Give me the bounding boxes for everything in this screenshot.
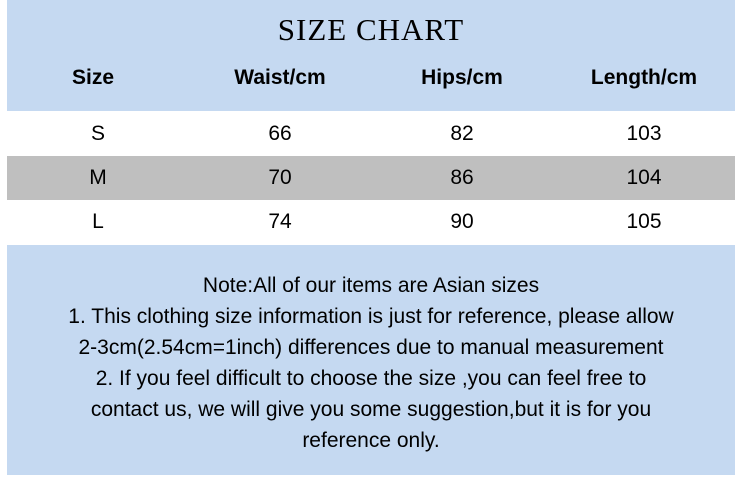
cell-size: S xyxy=(90,122,105,145)
cell-waist: 70 xyxy=(268,166,292,189)
note-line: contact us, we will give you some sugges… xyxy=(90,398,652,421)
note-line: 2-3cm(2.54cm=1inch) differences due to m… xyxy=(78,336,664,359)
cell-size: L xyxy=(92,210,104,233)
chart-header: SIZE CHART Size Waist/cm Hips/cm Length/… xyxy=(7,0,735,111)
cell-length: 105 xyxy=(626,210,662,233)
cell-waist: 74 xyxy=(268,210,292,233)
note-line: Note:All of our items are Asian sizes xyxy=(202,274,540,297)
header-hips: Hips/cm xyxy=(421,66,503,89)
size-chart: SIZE CHART Size Waist/cm Hips/cm Length/… xyxy=(7,0,735,475)
chart-title: SIZE CHART xyxy=(277,12,465,47)
column-headers: Size Waist/cm Hips/cm Length/cm xyxy=(7,66,735,90)
table-row: M 70 86 104 xyxy=(7,156,735,200)
cell-hips: 86 xyxy=(450,166,474,189)
note-line: 2. If you feel difficult to choose the s… xyxy=(95,367,647,390)
cell-waist: 66 xyxy=(268,122,292,145)
cell-length: 103 xyxy=(626,122,662,145)
cell-length: 104 xyxy=(626,166,662,189)
cell-hips: 82 xyxy=(450,122,474,145)
header-size: Size xyxy=(71,66,115,89)
size-note: Note:All of our items are Asian sizes 1.… xyxy=(7,245,735,475)
header-length: Length/cm xyxy=(590,66,698,89)
note-line: reference only. xyxy=(302,429,440,452)
cell-size: M xyxy=(89,166,107,189)
header-waist: Waist/cm xyxy=(234,66,326,89)
cell-hips: 90 xyxy=(450,210,474,233)
table-row: L 74 90 105 xyxy=(7,200,735,244)
note-line: 1. This clothing size information is jus… xyxy=(68,305,674,328)
table-row: S 66 82 103 xyxy=(7,112,735,156)
